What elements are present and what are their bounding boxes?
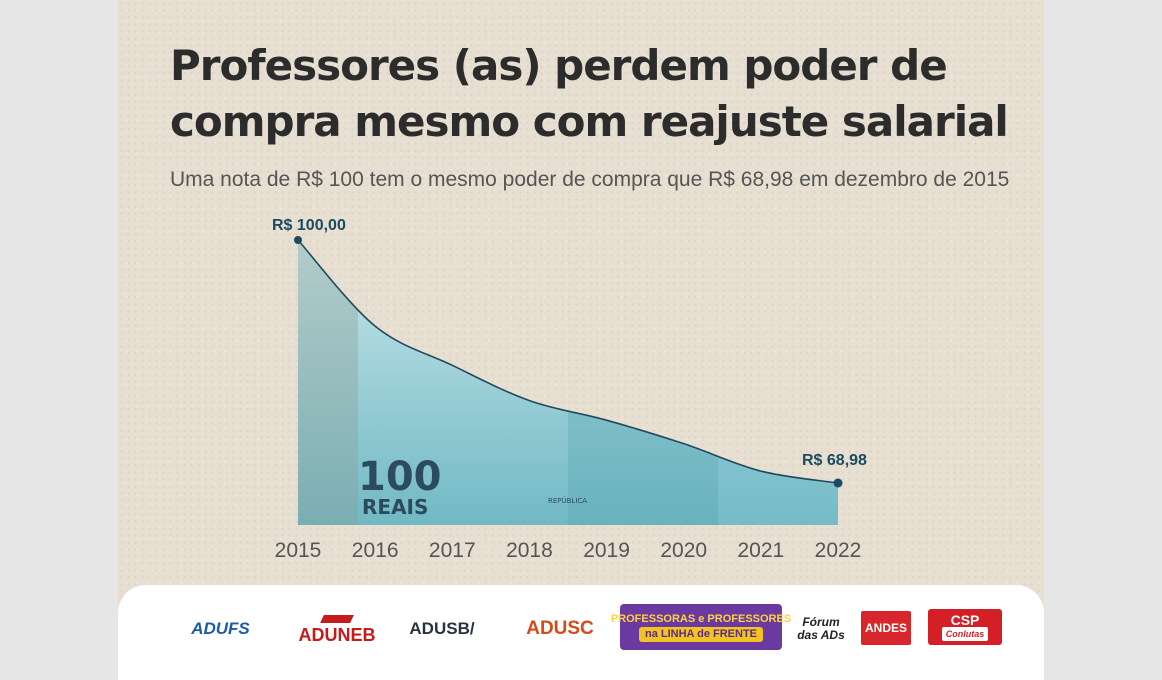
- x-tick-label: 2015: [275, 539, 322, 562]
- series-line: [297, 239, 839, 484]
- banknote-value: 100: [358, 454, 442, 500]
- end-value-label: R$ 68,98: [802, 452, 867, 469]
- logo-aduneb: ADUNEB: [296, 610, 378, 648]
- x-tick-label: 2021: [737, 539, 784, 562]
- logo-professoras-linha-de-frente: PROFESSORAS e PROFESSORES na LINHA de FR…: [611, 604, 791, 650]
- logo-adusb: ADUSB/: [409, 619, 475, 638]
- logo-forum-das-ads: Fórum das ADs: [797, 615, 845, 642]
- x-tick-label: 2018: [506, 539, 553, 562]
- aduneb-flag-icon: [320, 614, 354, 623]
- chart: 100 REAIS REPÚBLICA R$ 100,00 R$ 68,98 2…: [272, 217, 867, 562]
- poster: Professores (as) perdem poder de compra …: [118, 0, 1044, 680]
- start-point: [294, 236, 302, 244]
- logo-adufs: ADUFS: [191, 619, 250, 638]
- banknote-pattern-band: [298, 240, 358, 525]
- x-tick-label: 2019: [583, 539, 630, 562]
- x-tick-label: 2022: [815, 539, 862, 562]
- end-point: [833, 478, 843, 488]
- banknote-pattern-panel: [568, 400, 718, 525]
- page-subtitle: Uma nota de R$ 100 tem o mesmo poder de …: [170, 168, 1010, 191]
- page-title: Professores (as) perdem poder de compra …: [170, 41, 1009, 146]
- logo-adusc: ADUSC: [526, 618, 594, 639]
- logo-csp-conlutas: CSP Conlutas: [928, 609, 1002, 645]
- banknote-small-text: REPÚBLICA: [548, 496, 587, 505]
- logo-andes: ANDES: [861, 611, 911, 645]
- banknote-text: REAIS: [362, 495, 428, 519]
- x-tick-label: 2016: [352, 539, 399, 562]
- x-tick-label: 2020: [660, 539, 707, 562]
- x-tick-label: 2017: [429, 539, 476, 562]
- start-value-label: R$ 100,00: [272, 217, 346, 234]
